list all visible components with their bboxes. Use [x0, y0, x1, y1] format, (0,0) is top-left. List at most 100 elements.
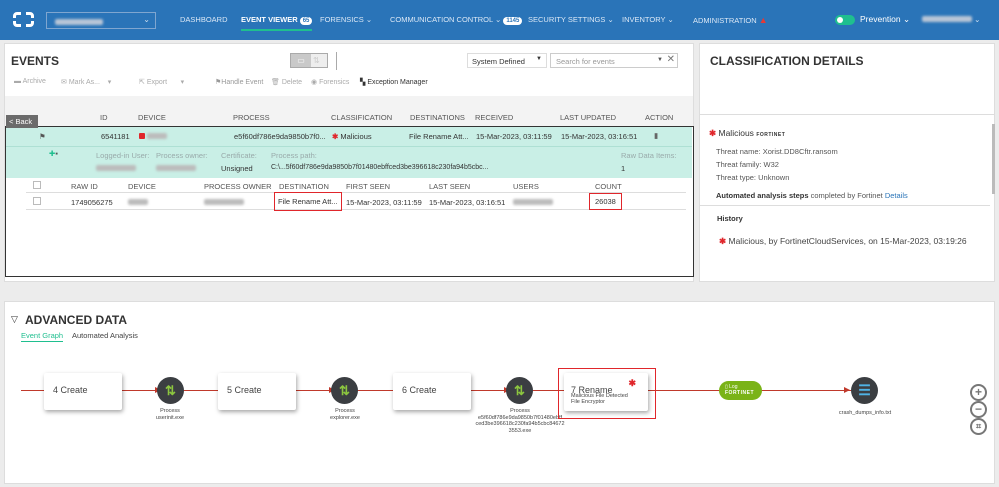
nav-dashboard[interactable]: DASHBOARD	[180, 15, 228, 24]
advanced-title: ADVANCED DATA	[25, 313, 127, 327]
file-node-icon[interactable]: ☰	[851, 377, 878, 404]
export-button[interactable]: ⇱ Export ▾	[139, 79, 185, 86]
nav-inventory[interactable]: INVENTORY ⌄	[622, 15, 674, 24]
classification-cell: ✱ Malicious	[332, 132, 372, 141]
node-label: 4 Create	[53, 385, 88, 395]
comm-count-badge: 1145	[503, 17, 523, 25]
nav-administration[interactable]: ADMINISTRATION ▲	[693, 15, 768, 25]
monitor-icon[interactable]: ▭	[291, 54, 311, 67]
handle-event-button[interactable]: ⚑Handle Event	[215, 78, 263, 86]
delete-button[interactable]: 🗑 Delete	[271, 78, 302, 86]
process-node-icon[interactable]: ⇅	[506, 377, 533, 404]
mode-dropdown[interactable]: Prevention ⌄	[860, 14, 910, 25]
row-checkbox[interactable]	[33, 197, 41, 205]
malware-bug-icon: ✱	[628, 378, 636, 388]
process-caption: Process e5f60df786e9da9850b7f01480ebff ced…	[475, 408, 565, 434]
scrollbar[interactable]	[992, 124, 995, 194]
clear-icon[interactable]: ✕	[666, 54, 675, 65]
exception-icon: ▚	[360, 79, 366, 86]
nav-event-viewer[interactable]: EVENT VIEWER 65	[241, 15, 313, 31]
advanced-data-panel: ▽ ADVANCED DATA Event Graph Automated An…	[4, 301, 995, 484]
caption-line: Process	[335, 408, 355, 414]
mode-label: Prevention	[860, 14, 901, 24]
flag-icon[interactable]: ⚑	[39, 132, 46, 141]
filter-select[interactable]: System Defined ▼	[467, 53, 547, 68]
filter-icon[interactable]: ▼	[657, 57, 663, 63]
graph-node-5-create[interactable]: 5 Create	[218, 373, 296, 410]
classification-title: CLASSIFICATION DETAILS	[710, 54, 864, 68]
zoom-out-icon[interactable]: −	[970, 401, 987, 418]
log-label: Log	[729, 384, 738, 390]
logged-in-user-label: Logged-in User:	[96, 151, 150, 160]
node-label: 6 Create	[402, 385, 437, 395]
caption-line: 3553.exe	[508, 427, 532, 434]
node-label: 5 Create	[227, 385, 262, 395]
button-label: Exception Manager	[367, 79, 428, 86]
fit-to-screen-icon[interactable]: ⌗	[970, 418, 987, 435]
tab-event-graph[interactable]: Event Graph	[21, 331, 64, 342]
fortinet-log-badge[interactable]: ▯ Log FORTINET	[719, 381, 762, 400]
process-caption: Process explorer.exe	[315, 408, 375, 421]
add-exception-icon[interactable]: ✚▪	[49, 149, 58, 158]
details-link[interactable]: Details	[884, 191, 908, 200]
forensics-button[interactable]: ◉ Forensics	[311, 78, 349, 86]
col-first-seen: FIRST SEEN	[346, 182, 391, 191]
chevron-down-icon: ⌄	[607, 15, 614, 24]
col-destination: DESTINATION	[279, 182, 329, 191]
archive-icon: ▬	[14, 78, 21, 85]
filter-value: System Defined	[472, 57, 525, 66]
fortinet-logo-icon[interactable]	[13, 12, 34, 27]
raw-id-cell: 1749056275	[71, 198, 113, 207]
malware-bug-icon: ✱	[719, 236, 727, 246]
graph-node-6-create[interactable]: 6 Create	[393, 373, 471, 410]
count-cell: 26038	[589, 193, 622, 210]
mark-as-button[interactable]: ✉ Mark As... ▾	[61, 79, 112, 86]
user-menu[interactable]: ⌄	[922, 15, 980, 24]
raw-items-value: 1	[621, 164, 626, 173]
collapse-triangle-icon[interactable]: ▽	[11, 314, 18, 324]
graph-node-4-create[interactable]: 4 Create	[44, 373, 122, 410]
analysis-steps: Automated analysis steps completed by Fo…	[716, 191, 908, 200]
document-icon[interactable]: ▮	[654, 131, 659, 140]
process-cell: e5f60df786e9da9850b7f0...	[234, 132, 326, 141]
nav-label: FORENSICS	[320, 15, 364, 24]
search-input[interactable]: Search for events ▼ ✕	[550, 53, 678, 68]
archive-button[interactable]: ▬ Archive	[14, 78, 46, 85]
process-path-label: Process path:	[271, 151, 317, 160]
export-icon: ⇱	[139, 79, 145, 86]
threat-family: Threat family: W32	[716, 160, 779, 169]
log-vendor: FORTINET	[725, 390, 754, 396]
search-placeholder: Search for events	[556, 57, 615, 66]
select-all-checkbox[interactable]	[33, 181, 41, 189]
graph-node-7-rename[interactable]: 7 Rename ✱ Malicious File Detected File Enc…	[564, 373, 648, 411]
view-toggle[interactable]: ▭ ⇅	[290, 53, 328, 68]
raw-items-label: Raw Data Items:	[621, 151, 677, 160]
nav-communication-control[interactable]: COMMUNICATION CONTROL ⌄ 1145	[390, 15, 523, 25]
col-users: USERS	[513, 182, 539, 191]
threat-name: Threat name: Xorist.DD8Cftr.ransom	[716, 147, 838, 156]
button-label: Forensics	[319, 79, 350, 86]
tab-automated-analysis[interactable]: Automated Analysis	[72, 331, 138, 340]
process-node-icon[interactable]: ⇅	[331, 377, 358, 404]
graph-view-icon[interactable]: ⇅	[313, 56, 320, 65]
nav-security-settings[interactable]: SECURITY SETTINGS ⌄	[528, 15, 614, 24]
back-button[interactable]: < Back	[6, 115, 38, 128]
device-status-icon	[139, 133, 145, 139]
warning-icon: ▲	[758, 15, 768, 25]
node-sub: File Encryptor	[571, 399, 605, 405]
process-owner-label: Process owner:	[156, 151, 208, 160]
organization-select[interactable]: ⌄	[46, 12, 156, 29]
chevron-down-icon: ⌄	[495, 15, 502, 24]
process-node-icon[interactable]: ⇅	[157, 377, 184, 404]
nav-forensics[interactable]: FORENSICS ⌄	[320, 15, 372, 24]
col-process-owner: PROCESS OWNER	[204, 182, 272, 191]
nav-label: EVENT VIEWER	[241, 15, 298, 24]
exception-manager-button[interactable]: ▚ Exception Manager	[360, 78, 428, 86]
chevron-down-icon: ⌄	[365, 15, 373, 24]
event-group: ⚑ 6541181 e5f60df786e9da9850b7f0... ✱ Ma…	[5, 126, 694, 277]
certificate-label: Certificate:	[221, 151, 257, 160]
button-label: Mark As...	[68, 79, 100, 86]
zoom-in-icon[interactable]: +	[970, 384, 987, 401]
chevron-down-icon: ⌄	[667, 15, 674, 24]
prevention-toggle[interactable]	[835, 15, 855, 25]
